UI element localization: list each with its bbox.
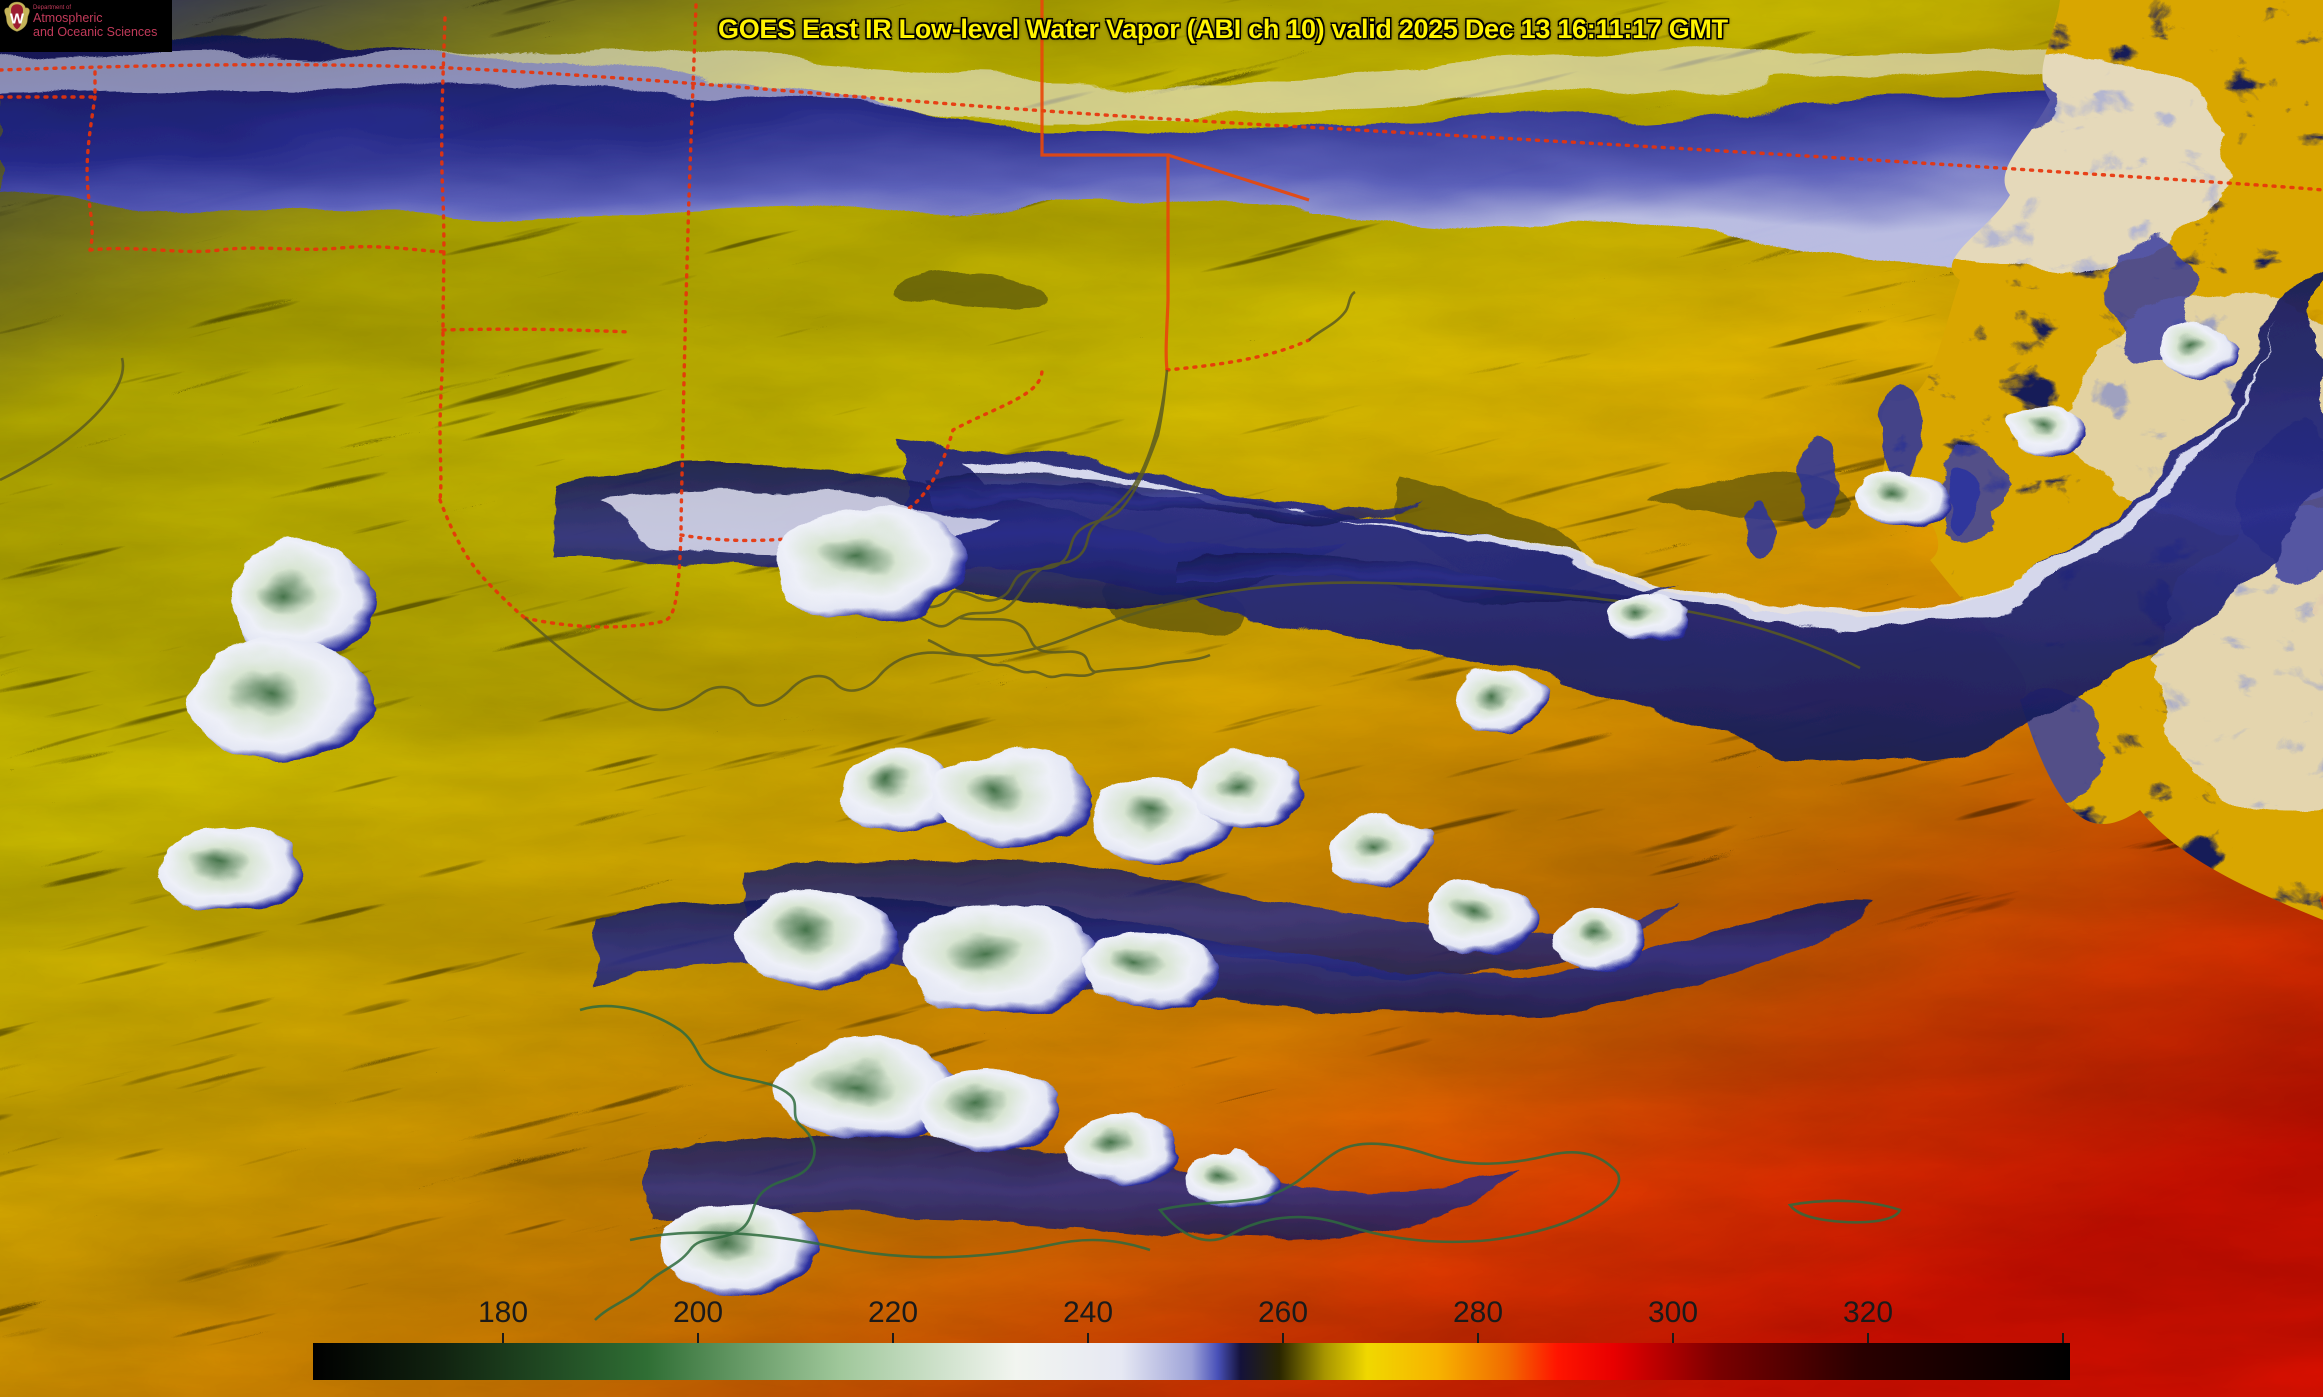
svg-text:Atmospheric: Atmospheric <box>33 11 102 25</box>
svg-text:W: W <box>10 11 25 28</box>
svg-text:and Oceanic Sciences: and Oceanic Sciences <box>33 25 157 39</box>
